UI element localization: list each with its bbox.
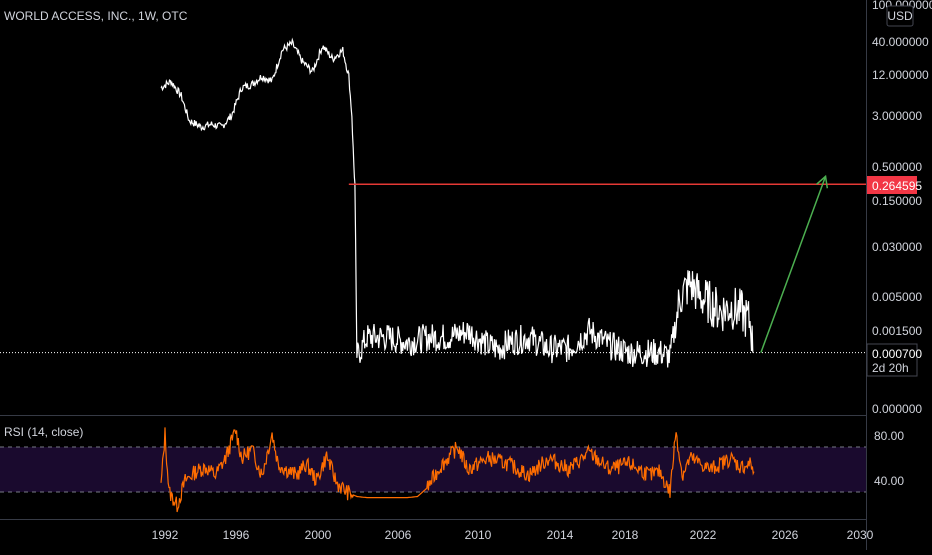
rsi-label: RSI (14, close): [4, 425, 83, 439]
currency-badge[interactable]: [886, 5, 914, 27]
time-tick-label: 2022: [690, 528, 717, 542]
price-tick-label: 12.000000: [872, 68, 929, 82]
last-price-label: 0.000700: [872, 347, 922, 361]
time-tick-label: 2014: [547, 528, 574, 542]
time-tick-label: 1992: [152, 528, 179, 542]
time-tick-label: 2026: [772, 528, 799, 542]
horizontal-line-price-tag[interactable]: [867, 176, 917, 194]
price-tick-label: 0.001500: [872, 324, 922, 338]
symbol-title: WORLD ACCESS, INC., 1W, OTC: [4, 9, 188, 23]
rsi-tick-label: 40.00: [874, 474, 904, 488]
price-tick-label: 0.500000: [872, 160, 922, 174]
time-tick-label: 1996: [223, 528, 250, 542]
rsi-series-line[interactable]: [160, 427, 755, 513]
countdown-label: 2d 20h: [872, 361, 909, 375]
time-tick-label: 2010: [465, 528, 492, 542]
horizontal-line-price-label: 0.264595: [872, 179, 922, 193]
time-tick-label: 2000: [305, 528, 332, 542]
price-tick-label: 0.030000: [872, 240, 922, 254]
time-axis[interactable]: 1992 1996 2000 2006 2010 2014 2018 2022 …: [152, 528, 874, 542]
price-tick-label: 40.000000: [872, 35, 929, 49]
rsi-tick-label: 80.00: [874, 429, 904, 443]
price-tick-label: 0.000000: [872, 402, 922, 416]
currency-badge-label: USD: [887, 9, 913, 23]
last-price-tag[interactable]: [866, 343, 918, 377]
price-tick-label: 0.005000: [872, 290, 922, 304]
plot-layer: [0, 37, 866, 513]
rsi-band-background: [0, 447, 866, 492]
trend-arrow-line[interactable]: [760, 176, 827, 353]
trend-arrow-head[interactable]: [816, 174, 829, 189]
time-tick-label: 2030: [847, 528, 874, 542]
price-tick-label: 3.000000: [872, 109, 922, 123]
time-tick-label: 2018: [612, 528, 639, 542]
price-tick-label: 0.150000: [872, 194, 922, 208]
time-tick-label: 2006: [385, 528, 412, 542]
price-series-line[interactable]: [160, 37, 754, 368]
